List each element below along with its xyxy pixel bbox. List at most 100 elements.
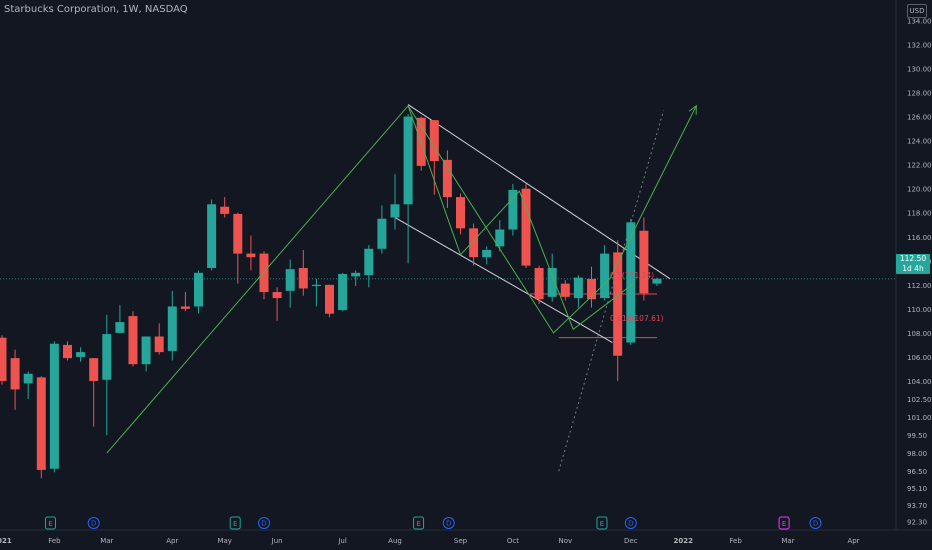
candle-body [246,253,256,258]
x-tick-label: 2021 [0,537,12,545]
candle-body [10,358,20,390]
candle-body [89,358,99,381]
candle-body [547,268,557,297]
dividend-icon-letter: D [628,520,633,528]
y-tick-label: 134.00 [907,17,932,25]
earnings-icon[interactable] [44,516,56,530]
candle-body [521,188,531,266]
candle-body [141,336,151,365]
candle-body [534,268,544,300]
y-tick-label: 132.00 [907,41,932,49]
candle-body [482,249,492,258]
y-tick-label: 110.00 [907,306,932,314]
candle-body [272,292,282,299]
candle-body [626,222,636,343]
y-tick-label: 99.50 [907,432,927,440]
y-tick-label: 93.70 [907,502,927,510]
y-tick-label: 128.00 [907,90,932,98]
currency-badge[interactable]: USD [907,4,927,18]
zigzag-line [407,105,634,331]
x-tick-label: May [217,537,231,545]
x-tick-label: Dec [624,537,638,545]
candle-body [23,373,33,384]
candle-body [220,206,230,214]
y-tick-label: 122.00 [907,162,932,170]
x-tick-label: 2022 [673,537,693,545]
candle-body [285,269,295,291]
dividend-icon[interactable] [442,517,455,529]
candle-body [351,272,361,277]
candle-body [167,306,177,351]
earnings-icon[interactable] [596,516,608,530]
x-tick-label: Feb [48,537,61,545]
earnings-icon-letter: E [48,520,52,528]
y-tick-label: 102.50 [907,396,932,404]
y-tick-label: 96.50 [907,468,927,476]
candle-body [600,253,610,299]
candle-body [469,228,479,258]
earnings-icon[interactable] [778,516,790,530]
dividend-icon-letter: D [813,520,818,528]
candle-body [298,268,308,289]
y-tick-label: 120.00 [907,186,932,194]
candle-body [639,230,649,294]
y-tick-label: 95.10 [907,485,927,493]
candle-body [36,377,46,470]
projected-path-line [106,104,697,454]
candle-body [194,272,203,307]
candle-body [180,306,190,309]
y-tick-label: 112.00 [907,282,932,290]
candle-body [613,252,623,356]
dividend-icon[interactable] [87,517,100,529]
candle-body [652,278,662,284]
earnings-icon-letter: E [233,520,237,528]
x-tick-label: Jul [337,537,347,545]
y-tick-label: 108.00 [907,330,932,338]
candle-body [377,218,387,249]
y-tick-label: 118.00 [907,210,932,218]
dividend-icon[interactable] [258,517,270,529]
bar-countdown: 1d 4h [902,264,924,273]
candle-body [508,189,518,230]
x-tick-label: Apr [166,537,178,545]
candle-body [495,229,505,247]
candle-body [573,277,583,299]
candle-body [587,278,596,300]
x-tick-label: Mar [100,537,113,545]
dividend-icon[interactable] [809,517,822,529]
y-tick-label: 124.00 [907,138,932,146]
x-tick-label: Sep [454,537,468,545]
candle-body [128,316,138,365]
earnings-icon[interactable] [413,516,425,530]
y-tick-label: 104.00 [907,378,932,386]
candle-body [63,344,72,359]
arrow-head [688,104,697,115]
dividend-icon-letter: D [446,520,451,528]
candle-body [338,274,348,311]
x-tick-label: Oct [507,537,519,545]
dividend-icon[interactable] [624,517,637,529]
candle-body [233,213,243,254]
x-tick-label: Mar [781,537,794,545]
earnings-icon-letter: E [416,520,420,528]
x-tick-label: Nov [558,537,572,545]
candle-body [154,336,164,353]
candle-body [364,248,374,276]
candle-body [0,337,7,381]
chart-title: Starbucks Corporation, 1W, NASDAQ [4,4,188,15]
candle-body [429,120,439,162]
last-price-tag: 112.50 1d 4h [896,254,930,274]
x-tick-label: Feb [729,537,742,545]
candle-body [102,334,112,380]
dividend-icon-letter: D [261,520,266,528]
x-tick-label: Aug [388,537,402,545]
earnings-icon[interactable] [229,516,241,530]
y-tick-label: 98.00 [907,450,927,458]
y-tick-label: 106.00 [907,354,932,362]
last-price-value: 112.50 [899,254,927,263]
fib-label-0.618: 0.618(107.61) [610,314,664,323]
y-tick-label: 116.00 [907,234,932,242]
earnings-icon-letter: E [600,520,604,528]
